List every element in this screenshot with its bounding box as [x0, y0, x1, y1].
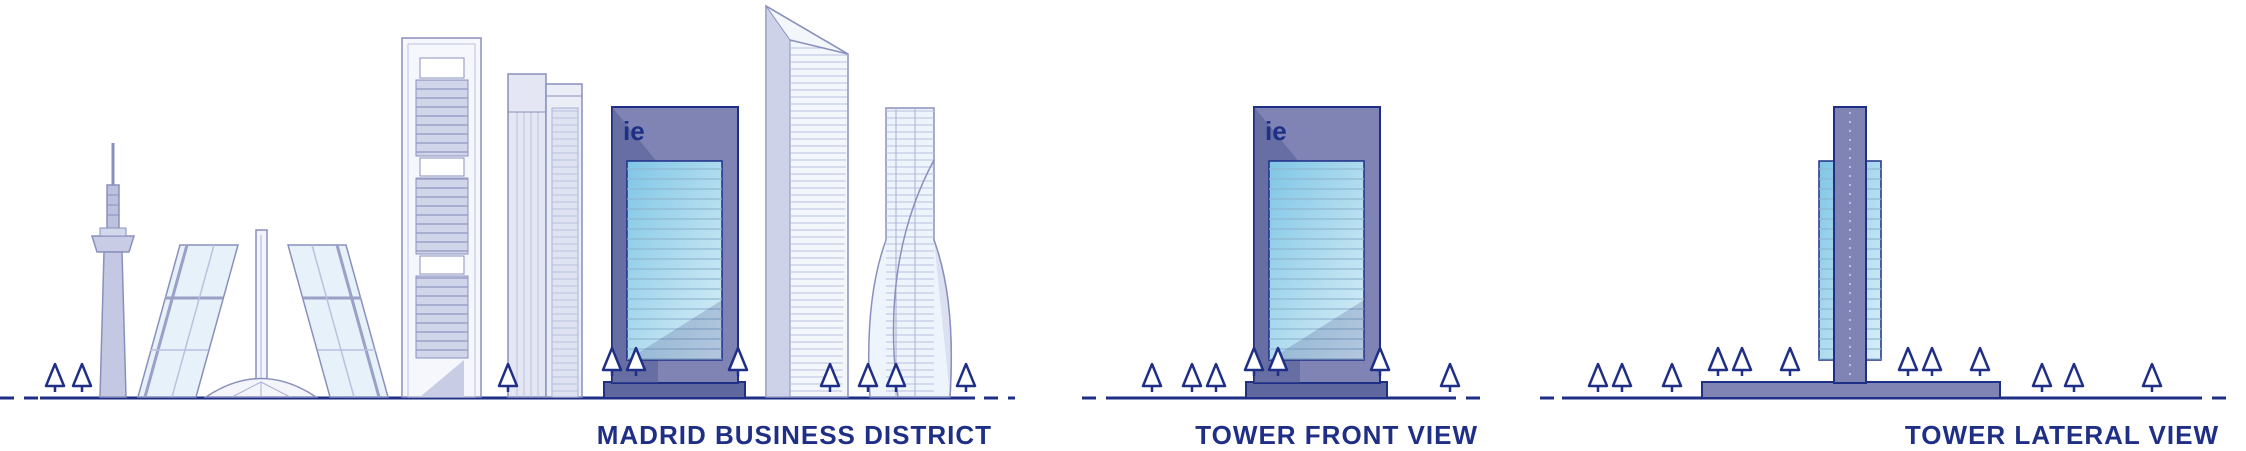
tree-icon: [1779, 346, 1801, 378]
ie-logo-front: ie: [1265, 116, 1287, 146]
tree-icon: [1181, 362, 1203, 394]
tree-icon: [1731, 346, 1753, 378]
caption-tower-lateral-view: TOWER LATERAL VIEW: [1904, 420, 2219, 450]
torre-cepsa: [401, 37, 482, 398]
tree-icon: [1897, 346, 1919, 378]
ie-tower-district: ie: [603, 106, 746, 399]
torre-spiral: [867, 107, 953, 398]
obelisk-monument: [203, 229, 319, 398]
torrespana-tower: [90, 143, 136, 398]
tree-icon: [1707, 346, 1729, 378]
ie-tower-lateral: [1701, 106, 2001, 399]
caption-madrid-business-district: MADRID BUSINESS DISTRICT: [596, 420, 992, 450]
torre-pwc: [507, 73, 583, 398]
tree-icon: [1921, 346, 1943, 378]
kio-tower-left: [137, 244, 239, 398]
ie-logo-district: ie: [623, 116, 645, 146]
tree-icon: [1141, 362, 1163, 394]
tree-icon: [2031, 362, 2053, 394]
ie-tower-front: ie: [1245, 106, 1388, 399]
caption-tower-front-view: TOWER FRONT VIEW: [1195, 420, 1478, 450]
tree-icon: [2141, 362, 2163, 394]
tree-icon: [1661, 362, 1683, 394]
panel-tower-lateral-view: [1540, 106, 2232, 400]
tree-icon: [1611, 362, 1633, 394]
tree-icon: [1205, 362, 1227, 394]
tree-icon: [71, 362, 93, 394]
torre-cristal: [765, 4, 849, 398]
tree-icon: [1439, 362, 1461, 394]
panel-tower-front-view: ie: [1082, 106, 1480, 400]
tree-icon: [1587, 362, 1609, 394]
tree-icon: [44, 362, 66, 394]
kio-tower-right: [287, 244, 389, 398]
tree-icon: [1969, 346, 1991, 378]
panel-madrid-business-district: ie: [0, 4, 1015, 400]
tree-icon: [2063, 362, 2085, 394]
tree-icon: [955, 362, 977, 394]
